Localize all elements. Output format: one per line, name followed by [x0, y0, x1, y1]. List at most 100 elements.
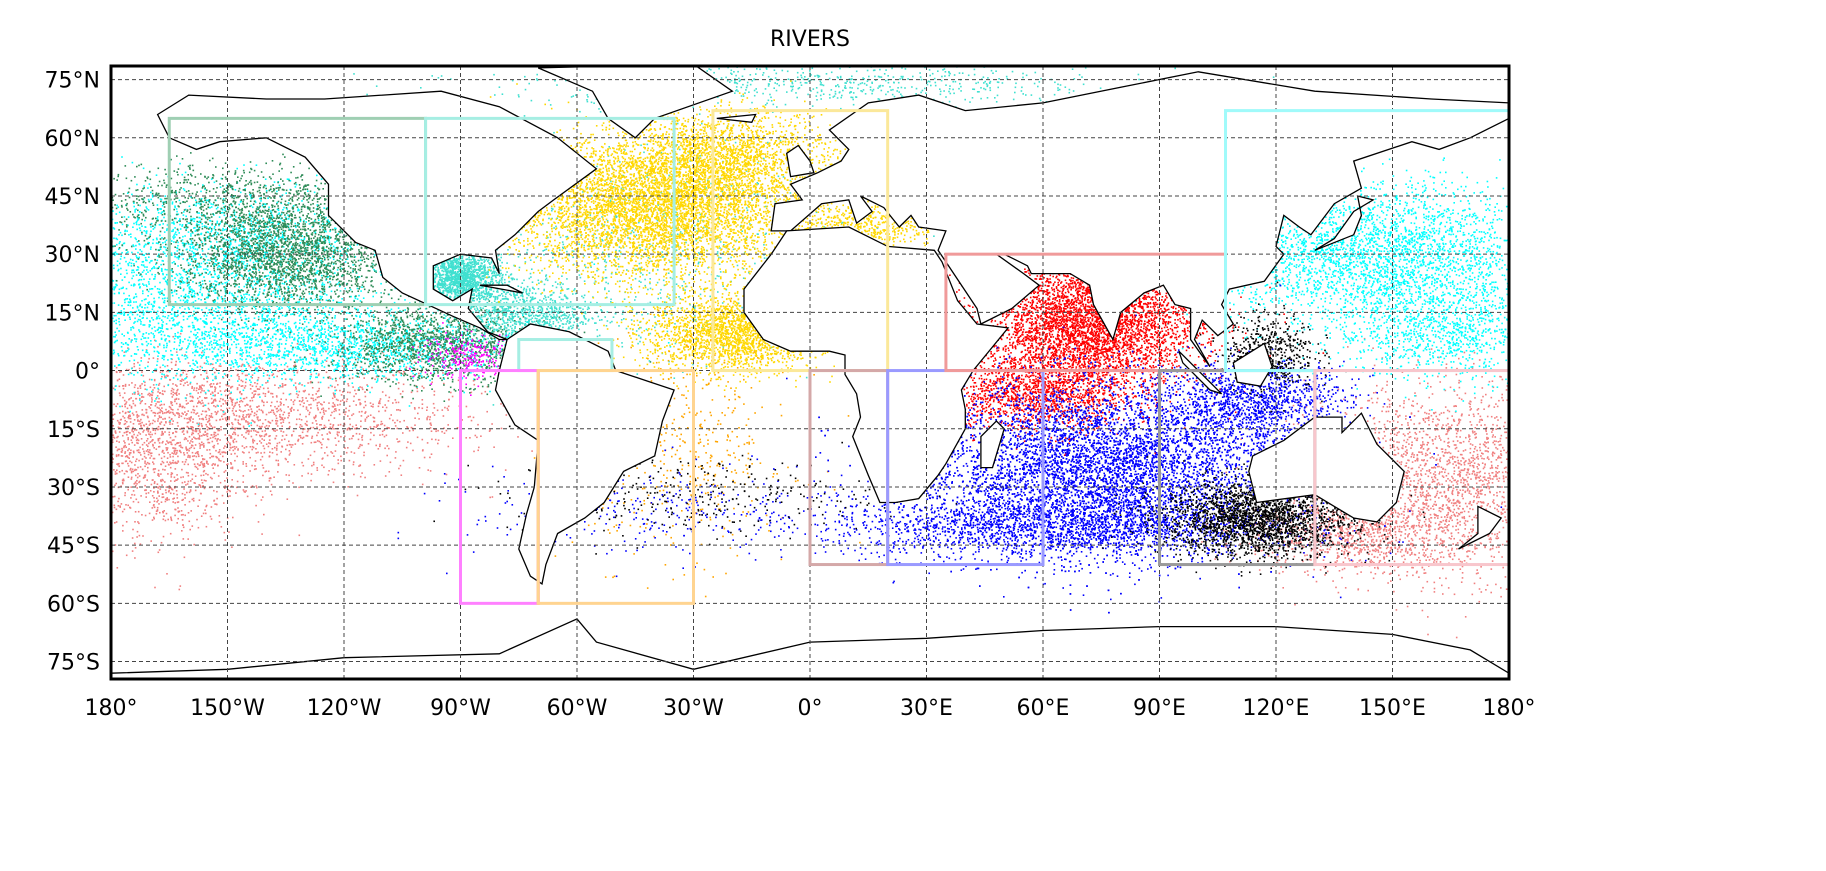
- particle: [63, 401, 65, 403]
- particle: [262, 412, 264, 414]
- particle: [220, 453, 222, 455]
- particle: [166, 513, 168, 515]
- particle: [52, 405, 54, 407]
- particle: [266, 414, 268, 416]
- particle: [403, 384, 405, 386]
- particle: [93, 454, 95, 456]
- particle: [139, 535, 141, 537]
- particle: [1414, 432, 1416, 434]
- particle: [1571, 451, 1573, 453]
- particle: [1384, 424, 1386, 426]
- particle: [114, 522, 116, 524]
- particle: [355, 393, 357, 395]
- particle: [1500, 450, 1502, 452]
- particle: [1464, 560, 1466, 562]
- particle: [342, 399, 344, 401]
- particle: [195, 444, 197, 446]
- particle: [370, 439, 372, 441]
- particle: [179, 450, 181, 452]
- particle: [1386, 384, 1388, 386]
- particle: [1495, 447, 1497, 449]
- particle: [251, 465, 253, 467]
- particle: [147, 462, 149, 464]
- particle: [242, 463, 244, 465]
- particle: [1423, 444, 1425, 446]
- particle: [237, 387, 239, 389]
- particle: [130, 452, 132, 454]
- particle: [119, 423, 121, 425]
- particle: [128, 416, 130, 418]
- particle: [248, 365, 250, 367]
- particle: [119, 395, 121, 397]
- particle: [163, 386, 165, 388]
- particle: [1470, 452, 1472, 454]
- particle: [247, 496, 249, 498]
- particle: [203, 513, 205, 515]
- particle: [131, 439, 133, 441]
- particle: [83, 525, 85, 527]
- particle: [434, 394, 436, 396]
- particle: [1430, 556, 1432, 558]
- particle: [134, 393, 136, 395]
- particle: [187, 384, 189, 386]
- particle: [1451, 481, 1453, 483]
- particle: [98, 387, 100, 389]
- particle: [44, 384, 46, 386]
- particle: [169, 421, 171, 423]
- particle: [517, 436, 519, 438]
- particle: [368, 415, 370, 417]
- particle: [15, 446, 17, 448]
- particle: [80, 415, 82, 417]
- particle: [262, 456, 264, 458]
- particle: [1494, 436, 1496, 438]
- particle: [234, 438, 236, 440]
- particle: [235, 369, 237, 371]
- particle: [262, 465, 264, 467]
- particle: [122, 525, 124, 527]
- particle: [337, 433, 339, 435]
- particle: [202, 405, 204, 407]
- particle: [330, 451, 332, 453]
- particle: [246, 446, 248, 448]
- particle: [1483, 408, 1485, 410]
- particle: [116, 469, 118, 471]
- particle: [261, 499, 263, 501]
- particle: [78, 443, 80, 445]
- particle: [233, 413, 235, 415]
- particle: [195, 466, 197, 468]
- particle: [150, 540, 152, 542]
- particle: [134, 419, 136, 421]
- particle: [1531, 523, 1533, 525]
- particle: [492, 496, 494, 498]
- particle: [299, 400, 301, 402]
- particle: [276, 449, 278, 451]
- particle: [338, 349, 340, 351]
- particle: [43, 436, 45, 438]
- particle: [181, 412, 183, 414]
- particle: [184, 464, 186, 466]
- particle: [200, 374, 202, 376]
- particle: [448, 399, 450, 401]
- particle: [317, 440, 319, 442]
- particle: [99, 460, 101, 462]
- particle: [217, 411, 219, 413]
- particle: [123, 447, 125, 449]
- particle: [1498, 511, 1500, 513]
- particle: [237, 470, 239, 472]
- particle: [307, 410, 309, 412]
- particle: [82, 391, 84, 393]
- particle: [1475, 446, 1477, 448]
- particle: [57, 454, 59, 456]
- particle: [255, 460, 257, 462]
- particle: [180, 445, 182, 447]
- particle: [6, 463, 8, 465]
- particle: [347, 383, 349, 385]
- particle: [141, 393, 143, 395]
- particle: [1394, 434, 1396, 436]
- particle: [1384, 427, 1386, 429]
- particle: [242, 481, 244, 483]
- particle: [254, 412, 256, 414]
- particle: [1486, 442, 1488, 444]
- particle: [119, 449, 121, 451]
- particle: [161, 464, 163, 466]
